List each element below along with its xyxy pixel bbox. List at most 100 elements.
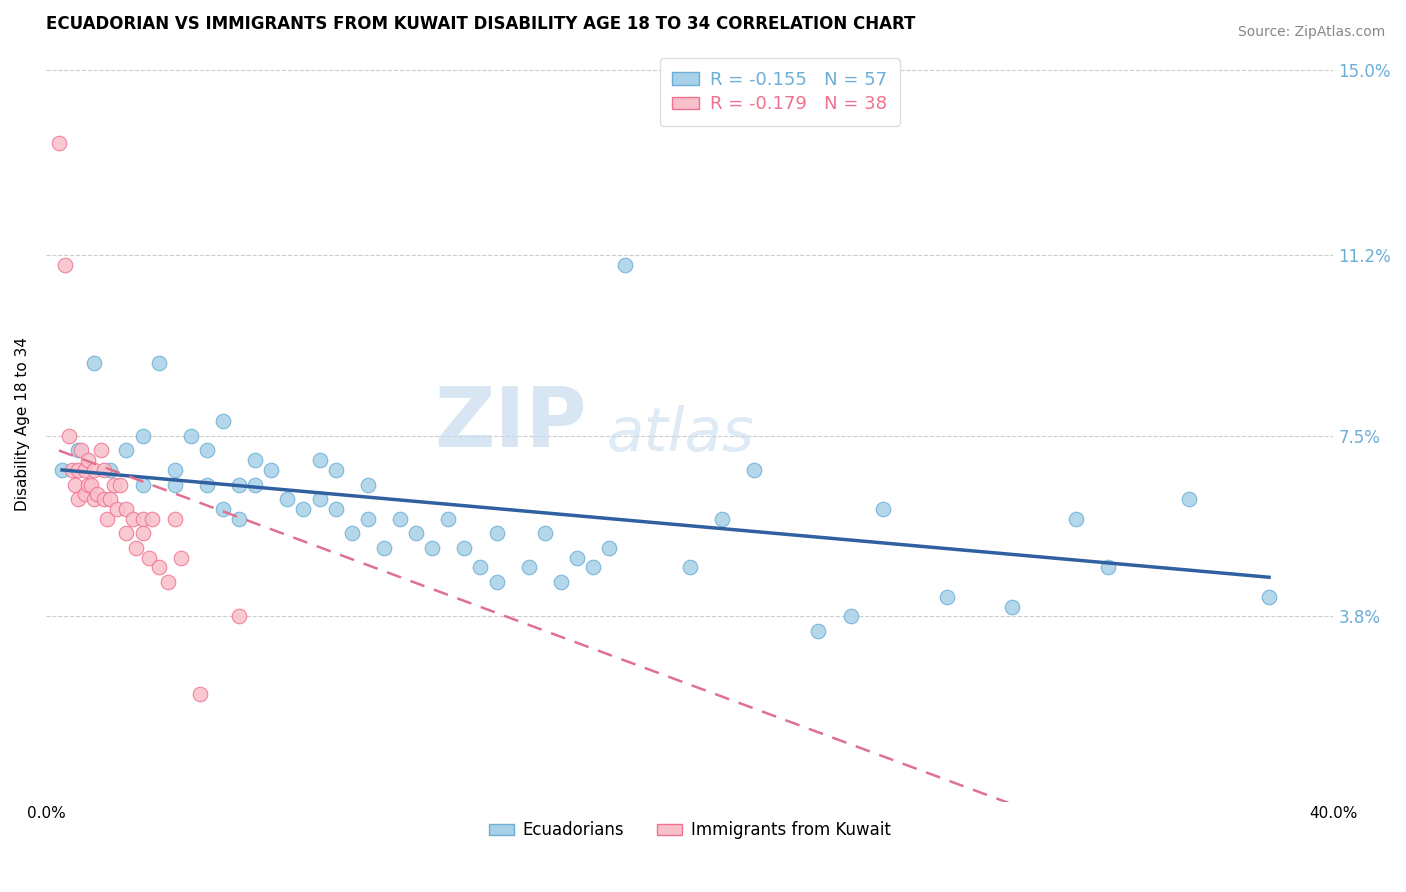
- Point: [325, 463, 347, 477]
- Point: [131, 429, 153, 443]
- Point: [83, 492, 105, 507]
- Point: [243, 477, 266, 491]
- Point: [125, 541, 148, 555]
- Text: ZIP: ZIP: [434, 384, 586, 464]
- Point: [614, 258, 637, 272]
- Point: [86, 487, 108, 501]
- Point: [357, 477, 380, 491]
- Point: [115, 526, 138, 541]
- Point: [517, 560, 540, 574]
- Point: [453, 541, 475, 555]
- Point: [565, 550, 588, 565]
- Point: [67, 463, 90, 477]
- Point: [76, 453, 98, 467]
- Point: [103, 477, 125, 491]
- Point: [470, 560, 492, 574]
- Point: [485, 575, 508, 590]
- Point: [420, 541, 443, 555]
- Point: [48, 136, 70, 151]
- Point: [389, 512, 412, 526]
- Point: [598, 541, 620, 555]
- Point: [131, 512, 153, 526]
- Point: [872, 502, 894, 516]
- Point: [63, 477, 86, 491]
- Point: [157, 575, 180, 590]
- Point: [148, 560, 170, 574]
- Point: [308, 453, 330, 467]
- Point: [228, 512, 250, 526]
- Point: [1177, 492, 1199, 507]
- Point: [170, 550, 193, 565]
- Text: Source: ZipAtlas.com: Source: ZipAtlas.com: [1237, 25, 1385, 39]
- Point: [679, 560, 702, 574]
- Point: [67, 443, 90, 458]
- Point: [131, 477, 153, 491]
- Point: [742, 463, 765, 477]
- Y-axis label: Disability Age 18 to 34: Disability Age 18 to 34: [15, 336, 30, 510]
- Point: [243, 453, 266, 467]
- Point: [98, 463, 121, 477]
- Point: [550, 575, 572, 590]
- Point: [90, 443, 112, 458]
- Point: [115, 443, 138, 458]
- Point: [58, 429, 80, 443]
- Point: [93, 463, 115, 477]
- Legend: Ecuadorians, Immigrants from Kuwait: Ecuadorians, Immigrants from Kuwait: [482, 814, 897, 847]
- Text: ECUADORIAN VS IMMIGRANTS FROM KUWAIT DISABILITY AGE 18 TO 34 CORRELATION CHART: ECUADORIAN VS IMMIGRANTS FROM KUWAIT DIS…: [46, 15, 915, 33]
- Point: [51, 463, 73, 477]
- Point: [292, 502, 315, 516]
- Point: [212, 502, 235, 516]
- Point: [839, 609, 862, 624]
- Point: [180, 429, 202, 443]
- Point: [53, 258, 76, 272]
- Point: [936, 590, 959, 604]
- Point: [70, 443, 93, 458]
- Point: [405, 526, 427, 541]
- Point: [807, 624, 830, 638]
- Point: [228, 609, 250, 624]
- Point: [93, 492, 115, 507]
- Text: atlas: atlas: [606, 406, 754, 465]
- Point: [163, 477, 186, 491]
- Point: [83, 356, 105, 370]
- Point: [138, 550, 160, 565]
- Point: [163, 512, 186, 526]
- Point: [122, 512, 145, 526]
- Point: [260, 463, 283, 477]
- Point: [195, 443, 218, 458]
- Point: [60, 463, 83, 477]
- Point: [73, 487, 96, 501]
- Point: [228, 477, 250, 491]
- Point: [437, 512, 460, 526]
- Point: [105, 502, 128, 516]
- Point: [148, 356, 170, 370]
- Point: [73, 463, 96, 477]
- Point: [96, 512, 118, 526]
- Point: [373, 541, 395, 555]
- Point: [141, 512, 163, 526]
- Point: [115, 502, 138, 516]
- Point: [582, 560, 605, 574]
- Point: [131, 526, 153, 541]
- Point: [357, 512, 380, 526]
- Point: [340, 526, 363, 541]
- Point: [534, 526, 557, 541]
- Point: [1000, 599, 1022, 614]
- Point: [710, 512, 733, 526]
- Point: [80, 477, 103, 491]
- Point: [67, 492, 90, 507]
- Point: [98, 492, 121, 507]
- Point: [1097, 560, 1119, 574]
- Point: [190, 687, 212, 701]
- Point: [485, 526, 508, 541]
- Point: [325, 502, 347, 516]
- Point: [1064, 512, 1087, 526]
- Point: [1258, 590, 1281, 604]
- Point: [276, 492, 298, 507]
- Point: [76, 477, 98, 491]
- Point: [308, 492, 330, 507]
- Point: [212, 414, 235, 428]
- Point: [83, 463, 105, 477]
- Point: [108, 477, 131, 491]
- Point: [163, 463, 186, 477]
